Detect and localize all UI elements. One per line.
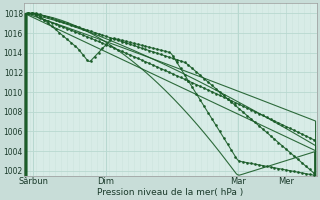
X-axis label: Pression niveau de la mer( hPa ): Pression niveau de la mer( hPa ) [97, 188, 244, 197]
